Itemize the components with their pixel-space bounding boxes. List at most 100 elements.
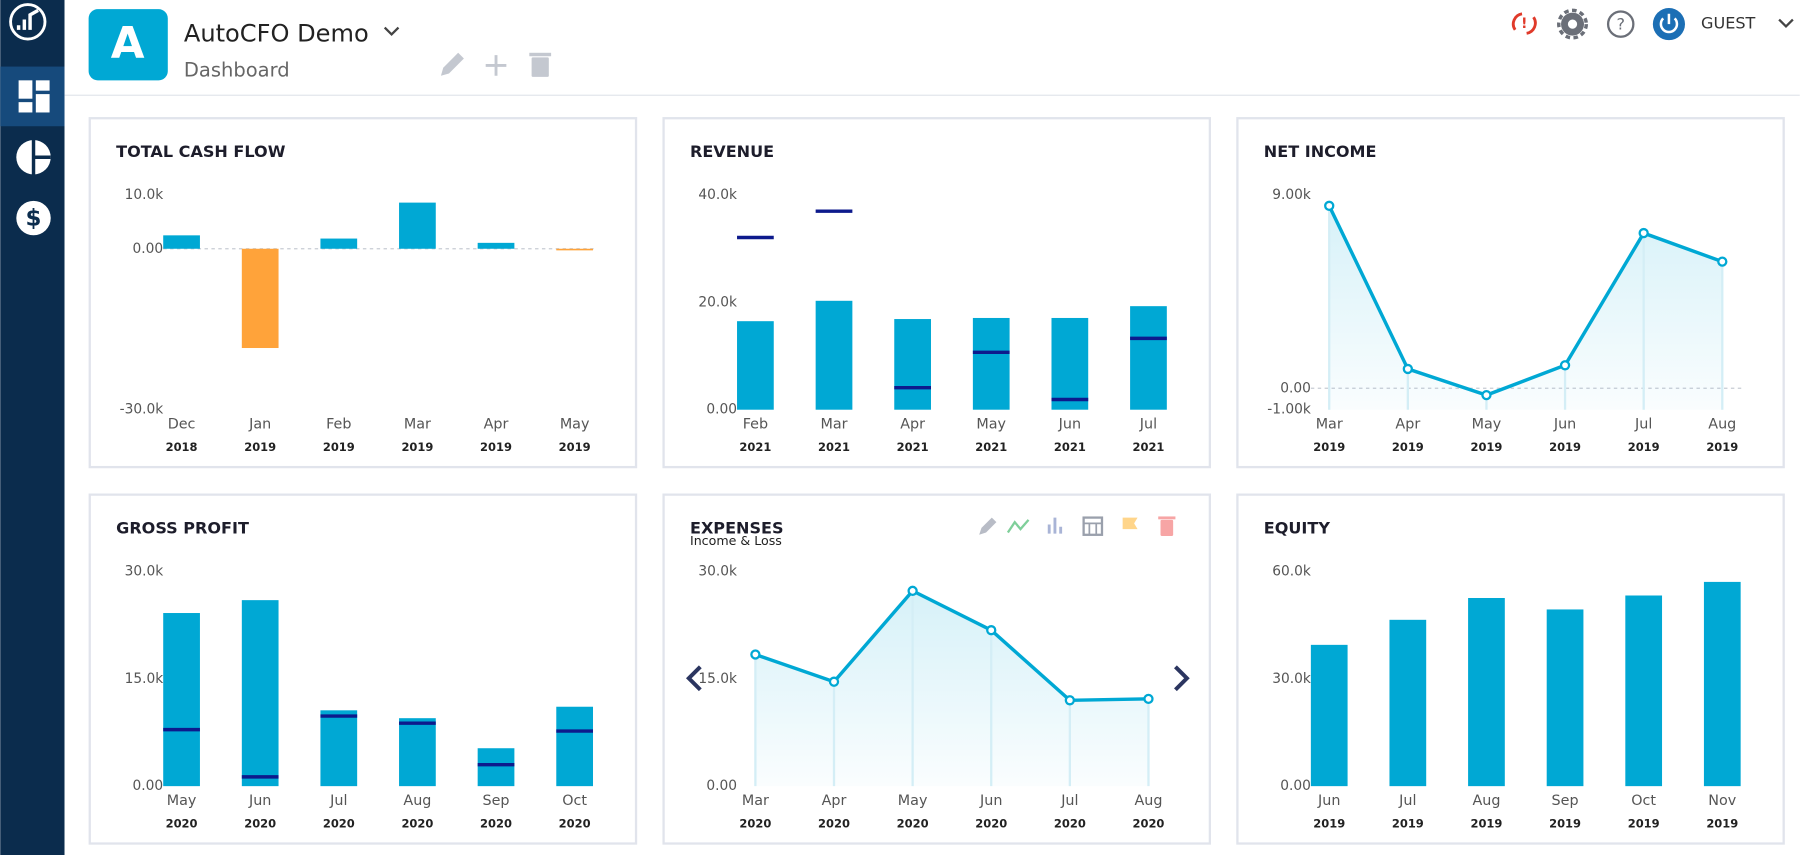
page-title: Dashboard (184, 59, 290, 82)
x-tick-year: 2019 (1392, 440, 1424, 454)
help[interactable]: ? (1606, 10, 1635, 38)
point[interactable] (1638, 227, 1649, 239)
bar[interactable] (1546, 609, 1584, 787)
edit-dashboard[interactable] (440, 52, 464, 76)
dashboard-icon (18, 80, 50, 113)
x-tick-label: Sep (1552, 793, 1579, 809)
x-tick-label: Aug (1134, 793, 1162, 809)
bar[interactable] (1468, 597, 1505, 787)
power[interactable] (1652, 8, 1685, 41)
flag-widget[interactable] (1122, 517, 1138, 536)
x-tick-label: May (898, 793, 928, 809)
add-widget[interactable] (485, 55, 507, 76)
prev-button[interactable] (685, 665, 702, 692)
point[interactable] (1402, 363, 1413, 375)
x-tick-label: Jul (1398, 793, 1416, 809)
y-tick-label: 0.00 (706, 778, 737, 794)
app-dropdown[interactable] (383, 26, 400, 37)
bar[interactable] (737, 321, 774, 410)
x-tick-year: 2021 (1054, 440, 1086, 454)
trend-widget[interactable] (1006, 519, 1030, 534)
point[interactable] (828, 676, 840, 687)
x-tick-year: 2019 (1313, 817, 1345, 831)
bar[interactable] (477, 748, 515, 787)
bar[interactable] (1310, 644, 1348, 787)
next-button[interactable] (1174, 665, 1190, 692)
chart-widget[interactable] (1047, 517, 1063, 534)
delete-widget[interactable] (1158, 516, 1176, 536)
point[interactable] (750, 649, 761, 660)
svg-text:?: ? (1616, 15, 1625, 34)
point[interactable] (1324, 200, 1335, 211)
sync-alert[interactable]: ! (1511, 12, 1537, 35)
app-name[interactable]: AutoCFO Demo (184, 19, 369, 47)
x-tick-year: 2020 (739, 817, 771, 831)
bar[interactable] (972, 317, 1010, 410)
nav-finance[interactable]: $ (16, 200, 51, 236)
bar[interactable] (1130, 306, 1167, 410)
nav-reports[interactable] (16, 140, 51, 175)
x-tick-year: 2019 (1706, 440, 1738, 454)
bar[interactable] (556, 248, 594, 251)
x-tick-label: Jan (248, 417, 271, 433)
point[interactable] (1143, 693, 1154, 705)
x-tick-label: Mar (742, 793, 769, 809)
chart-title: NET INCOME (1264, 142, 1377, 161)
x-tick-year: 2019 (1628, 817, 1660, 831)
line (754, 588, 1149, 703)
point[interactable] (986, 625, 997, 636)
delete-dashboard[interactable] (529, 52, 552, 77)
x-tick-label: Mar (820, 417, 847, 433)
table-widget[interactable] (1082, 516, 1104, 536)
bar[interactable] (556, 706, 594, 787)
y-tick-label: 10.0k (125, 187, 164, 203)
bar[interactable] (1051, 317, 1089, 410)
bar[interactable] (477, 242, 515, 249)
point[interactable] (1064, 695, 1076, 706)
x-tick-year: 2019 (480, 440, 512, 454)
x-tick-label: Aug (403, 793, 431, 809)
bar[interactable] (163, 235, 200, 249)
chart-title: TOTAL CASH FLOW (116, 142, 286, 161)
x-tick-label: Jul (1060, 793, 1078, 809)
x-tick-label: Sep (483, 793, 510, 809)
bar[interactable] (399, 718, 436, 787)
bar[interactable] (815, 300, 853, 410)
point[interactable] (1717, 256, 1728, 267)
bar[interactable] (1389, 619, 1427, 787)
bar[interactable] (241, 600, 279, 787)
settings[interactable] (1557, 8, 1589, 40)
x-tick-year: 2018 (166, 440, 198, 454)
chart-title: EQUITY (1264, 519, 1331, 538)
bar[interactable] (894, 319, 931, 410)
chart-title: EXPENSES (690, 519, 784, 538)
y-tick-label: 20.0k (698, 294, 737, 310)
app-logo[interactable] (88, 9, 168, 81)
chart-subtitle: Income & Loss (690, 533, 782, 548)
x-tick-year: 2020 (897, 817, 929, 831)
point[interactable] (907, 585, 918, 597)
x-tick-year: 2021 (739, 440, 771, 454)
x-tick-year: 2019 (323, 440, 355, 454)
bar[interactable] (320, 710, 358, 787)
bar[interactable] (163, 613, 200, 787)
bar[interactable] (399, 202, 436, 249)
x-tick-year: 2019 (1470, 440, 1502, 454)
nav-dashboard[interactable] (0, 66, 65, 127)
x-tick-year: 2021 (897, 440, 929, 454)
brand-logo[interactable] (9, 3, 47, 41)
user-name[interactable]: GUEST (1701, 14, 1756, 33)
edit-widget[interactable] (979, 517, 997, 535)
bar[interactable] (320, 238, 358, 249)
bar[interactable] (241, 248, 279, 349)
y-tick-label: 0.00 (133, 241, 164, 257)
point[interactable] (1559, 360, 1571, 371)
bar[interactable] (1703, 581, 1741, 787)
x-tick-label: Mar (1316, 417, 1343, 433)
user-dropdown[interactable] (1778, 18, 1794, 29)
y-tick-label: 30.0k (698, 564, 737, 580)
x-tick-year: 2020 (401, 817, 433, 831)
point[interactable] (1481, 389, 1492, 401)
bar[interactable] (1625, 595, 1663, 787)
x-tick-label: Jul (329, 793, 347, 809)
